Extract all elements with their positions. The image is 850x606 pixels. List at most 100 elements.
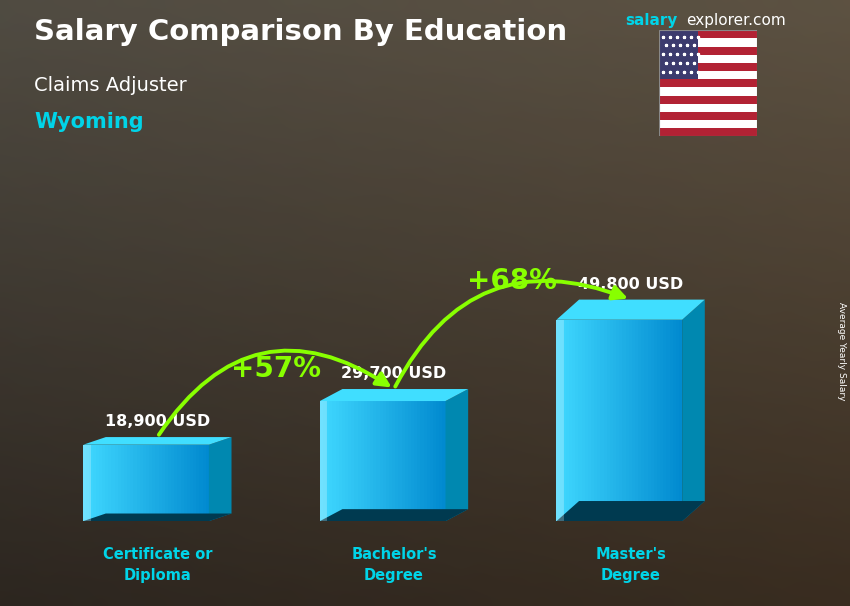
Bar bbox=[96, 445, 99, 521]
Bar bbox=[133, 445, 137, 521]
Polygon shape bbox=[209, 437, 231, 521]
Bar bbox=[563, 320, 566, 521]
Bar bbox=[557, 320, 560, 521]
Bar bbox=[651, 320, 654, 521]
Text: 49,800 USD: 49,800 USD bbox=[578, 276, 683, 291]
Bar bbox=[401, 401, 405, 521]
Bar bbox=[594, 320, 598, 521]
Bar bbox=[392, 401, 395, 521]
Bar bbox=[373, 401, 377, 521]
Bar bbox=[626, 320, 629, 521]
Bar bbox=[329, 401, 332, 521]
Text: Wyoming: Wyoming bbox=[34, 112, 144, 132]
Bar bbox=[659, 55, 756, 63]
Bar bbox=[399, 401, 402, 521]
Bar bbox=[566, 320, 570, 521]
Polygon shape bbox=[683, 299, 705, 521]
Bar bbox=[659, 96, 756, 104]
Bar bbox=[342, 401, 345, 521]
Bar bbox=[152, 445, 156, 521]
Bar bbox=[174, 445, 178, 521]
Bar bbox=[659, 128, 756, 136]
Bar bbox=[146, 445, 150, 521]
Bar bbox=[184, 445, 187, 521]
Bar bbox=[358, 401, 361, 521]
Text: 18,900 USD: 18,900 USD bbox=[105, 414, 210, 429]
Bar bbox=[427, 401, 430, 521]
Polygon shape bbox=[557, 299, 705, 320]
Bar bbox=[672, 320, 677, 521]
Bar bbox=[338, 401, 342, 521]
Bar bbox=[367, 401, 371, 521]
Bar bbox=[370, 401, 373, 521]
Bar bbox=[143, 445, 146, 521]
Bar bbox=[569, 320, 572, 521]
Bar bbox=[659, 30, 756, 38]
Bar bbox=[364, 401, 367, 521]
Bar bbox=[557, 320, 564, 521]
Bar bbox=[436, 401, 439, 521]
Bar bbox=[395, 401, 399, 521]
Bar bbox=[622, 320, 626, 521]
Bar bbox=[670, 320, 673, 521]
Bar bbox=[326, 401, 330, 521]
Bar bbox=[659, 47, 756, 55]
Bar bbox=[629, 320, 632, 521]
Bar bbox=[320, 401, 323, 521]
Bar bbox=[206, 445, 209, 521]
Text: +57%: +57% bbox=[230, 355, 320, 383]
Bar bbox=[659, 63, 756, 71]
Bar bbox=[439, 401, 443, 521]
Bar bbox=[128, 445, 131, 521]
Bar bbox=[644, 320, 648, 521]
Text: 29,700 USD: 29,700 USD bbox=[342, 366, 446, 381]
Bar bbox=[149, 445, 153, 521]
Bar bbox=[659, 71, 756, 79]
Bar bbox=[659, 30, 698, 79]
Polygon shape bbox=[83, 437, 231, 445]
Bar bbox=[659, 79, 756, 87]
Bar bbox=[405, 401, 408, 521]
Text: Bachelor's
Degree: Bachelor's Degree bbox=[351, 547, 437, 582]
Bar bbox=[178, 445, 181, 521]
Bar bbox=[156, 445, 159, 521]
Bar bbox=[604, 320, 607, 521]
Text: Salary Comparison By Education: Salary Comparison By Education bbox=[34, 18, 567, 46]
Bar bbox=[320, 401, 327, 521]
Bar bbox=[389, 401, 393, 521]
Bar bbox=[598, 320, 601, 521]
Bar bbox=[159, 445, 162, 521]
Bar bbox=[162, 445, 165, 521]
Text: Master's
Degree: Master's Degree bbox=[595, 547, 666, 582]
Bar bbox=[89, 445, 93, 521]
Bar bbox=[115, 445, 118, 521]
Bar bbox=[137, 445, 140, 521]
Bar bbox=[408, 401, 411, 521]
Bar bbox=[105, 445, 109, 521]
Bar bbox=[423, 401, 427, 521]
Bar bbox=[380, 401, 383, 521]
Bar bbox=[345, 401, 348, 521]
Bar bbox=[657, 320, 660, 521]
Bar bbox=[168, 445, 172, 521]
Bar bbox=[659, 120, 756, 128]
Bar bbox=[83, 445, 87, 521]
Bar bbox=[663, 320, 666, 521]
Bar bbox=[442, 401, 445, 521]
Polygon shape bbox=[320, 389, 468, 401]
Bar bbox=[616, 320, 620, 521]
Bar bbox=[171, 445, 174, 521]
Polygon shape bbox=[557, 501, 705, 521]
Bar bbox=[414, 401, 417, 521]
Bar bbox=[336, 401, 339, 521]
Bar bbox=[83, 445, 91, 521]
Bar bbox=[679, 320, 683, 521]
Text: Claims Adjuster: Claims Adjuster bbox=[34, 76, 187, 95]
Bar bbox=[411, 401, 415, 521]
Bar bbox=[354, 401, 358, 521]
Bar bbox=[323, 401, 326, 521]
Text: Average Yearly Salary: Average Yearly Salary bbox=[836, 302, 846, 401]
Bar bbox=[351, 401, 354, 521]
Bar bbox=[382, 401, 386, 521]
Bar bbox=[648, 320, 651, 521]
